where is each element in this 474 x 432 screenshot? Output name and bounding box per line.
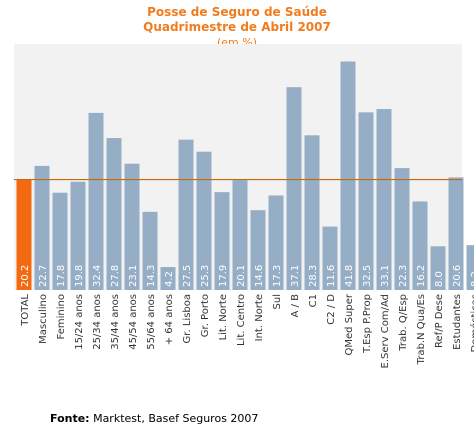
category-label-4: 25/34 anos — [92, 294, 103, 350]
value-label-8: 4.2 — [164, 271, 175, 287]
category-label-5: 35/44 anos — [110, 294, 121, 350]
category-label-13: Int. Norte — [254, 294, 265, 341]
source-label: Fonte: — [50, 412, 90, 425]
value-label-12: 20.1 — [236, 265, 247, 287]
category-label-7: 55/64 anos — [146, 294, 157, 350]
value-label-24: 20.6 — [452, 265, 463, 287]
bar-12 — [232, 180, 248, 290]
category-label-20: E.Serv Com/Ad — [380, 294, 391, 368]
bar-11 — [214, 192, 230, 290]
bar-21 — [394, 168, 410, 290]
category-label-1: Masculino — [38, 294, 49, 344]
title-line-2: Quadrimestre de Abril 2007 — [143, 20, 331, 34]
bar-16 — [304, 135, 320, 290]
category-label-9: Gr. Lisboa — [182, 294, 193, 343]
bar-6 — [124, 163, 140, 290]
category-label-25: Domésticas — [469, 294, 474, 352]
source-note: Fonte: Marktest, Basef Seguros 2007 — [50, 412, 258, 425]
value-label-22: 16.2 — [416, 265, 427, 287]
category-label-18: QMed Super — [344, 293, 355, 355]
bar-24 — [448, 177, 464, 290]
value-label-6: 23.1 — [128, 265, 139, 287]
bar-10 — [196, 151, 212, 290]
category-label-15: A / B — [290, 294, 301, 318]
bar-19 — [358, 112, 374, 290]
category-label-23: Ref/P Dese — [434, 294, 445, 348]
category-label-24: Estudantes — [452, 294, 463, 350]
category-label-14: Sul — [272, 294, 283, 309]
value-label-17: 11.6 — [326, 265, 337, 287]
category-label-0: TOTAL — [20, 294, 31, 327]
value-label-1: 22.7 — [38, 265, 49, 287]
category-label-3: 15/24 anos — [74, 294, 85, 350]
bar-18 — [340, 61, 356, 290]
bar-0 — [16, 179, 32, 290]
value-label-7: 14.3 — [146, 265, 157, 287]
value-label-21: 22.3 — [398, 265, 409, 287]
bar-17 — [322, 226, 338, 290]
category-label-6: 45/54 anos — [128, 294, 139, 350]
value-label-23: 8.0 — [434, 271, 445, 287]
category-label-8: + 64 anos — [164, 294, 175, 345]
bar-1 — [34, 165, 50, 290]
bar-23 — [430, 246, 446, 290]
category-label-10: Gr. Porto — [200, 294, 211, 337]
title-line-1: Posse de Seguro de Saúde — [147, 5, 327, 19]
category-label-11: Lit. Norte — [218, 294, 229, 340]
bar-9 — [178, 139, 194, 290]
value-label-15: 37.1 — [290, 265, 301, 287]
value-label-9: 27.5 — [182, 265, 193, 287]
value-label-10: 25.3 — [200, 265, 211, 287]
category-label-16: C1 — [308, 294, 319, 307]
source-text: Marktest, Basef Seguros 2007 — [93, 412, 259, 425]
bar-25 — [466, 245, 474, 290]
value-label-19: 32.5 — [362, 265, 373, 287]
value-label-2: 17.8 — [56, 265, 67, 287]
bar-20 — [376, 109, 392, 290]
bar-4 — [88, 112, 104, 290]
bar-7 — [142, 211, 158, 290]
category-label-22: Trab.N Qua/Es — [416, 294, 427, 365]
value-label-13: 14.6 — [254, 265, 265, 287]
value-label-18: 41.8 — [344, 265, 355, 287]
value-label-25: 8.2 — [470, 271, 474, 287]
value-label-4: 32.4 — [92, 265, 103, 287]
bar-22 — [412, 201, 428, 290]
bar-3 — [70, 181, 86, 290]
category-label-2: Feminino — [56, 294, 67, 339]
bar-8 — [160, 267, 176, 290]
bar-15 — [286, 87, 302, 290]
value-label-0: 20.2 — [20, 265, 31, 287]
category-label-21: Trab. Q/Esp — [398, 294, 409, 352]
value-label-5: 27.8 — [110, 265, 121, 287]
value-label-3: 19.8 — [74, 265, 85, 287]
bar-14 — [268, 195, 284, 290]
value-label-14: 17.3 — [272, 265, 283, 287]
value-label-16: 28.3 — [308, 265, 319, 287]
category-label-19: T.Esp P.Prop — [362, 294, 373, 354]
value-label-11: 17.9 — [218, 265, 229, 287]
category-label-17: C2 / D — [326, 294, 337, 325]
bar-5 — [106, 138, 122, 290]
bar-2 — [52, 192, 68, 290]
value-label-20: 33.1 — [380, 265, 391, 287]
bar-chart: 20.2 TOTAL 22.7 Masculino 17.8 Feminino 19.8 15… — [14, 44, 474, 368]
category-label-12: Lit. Centro — [236, 294, 247, 346]
bar-13 — [250, 210, 266, 290]
